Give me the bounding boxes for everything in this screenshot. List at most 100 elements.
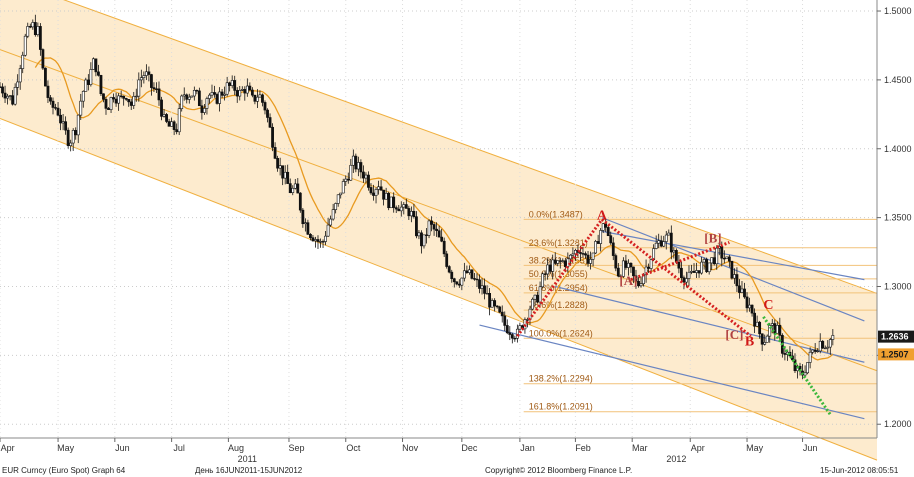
price-bar-body [309,233,312,238]
price-bar-body [278,165,282,169]
price-bar-body [218,91,221,104]
price-bar-body [627,262,630,268]
price-bar-body [692,270,696,273]
x-tick-label: Jan [520,443,535,453]
price-bar-body [738,285,741,293]
price-bar-body [541,273,545,288]
price-bar-body [162,114,166,117]
price-bar-body [488,292,492,308]
price-bar-body [755,321,759,327]
price-bar-body [442,240,446,255]
price-bar-body [649,259,653,269]
price-bar-body [84,79,88,92]
wave-label: [C] [725,327,743,342]
price-bar-body [768,325,772,337]
price-bar-body [435,228,439,232]
price-bar-body [616,267,620,277]
price-bar-body [238,90,242,97]
price-bar-body [137,79,141,97]
price-bar-body [422,234,426,247]
price-bar-body [263,102,267,111]
price-bar-body [38,26,42,50]
wave-label: A [597,208,608,223]
wave-trend-lines [516,218,832,416]
price-bar-body [404,204,408,209]
price-bar-body [589,259,592,264]
price-bar-body [344,178,348,182]
price-bar-body [639,283,643,287]
x-tick-label: May [746,443,764,453]
price-bar-body [8,95,12,97]
price-bar-body [722,257,726,260]
price-bar-body [356,162,360,170]
price-bar-body [687,271,691,279]
price-bar-body [266,109,269,118]
price-bar-body [296,183,300,194]
x-year-label: 2012 [666,454,686,464]
price-bar-body [286,171,290,184]
price-bar-body [61,121,65,124]
price-bar-body [175,129,179,133]
price-bar-body [427,220,431,236]
x-tick-label: Jul [173,443,185,453]
fib-label: 78.6%(1.2828) [529,300,588,310]
channel-line [63,0,878,294]
price-bar-body [362,171,365,179]
price-bar-body [659,240,663,247]
price-bar-body [6,95,9,99]
price-bar-body [758,321,762,335]
price-bar-body [112,97,115,100]
price-bar-body [510,334,514,339]
price-bar-body [813,349,817,352]
x-tick-label: Aug [228,443,244,453]
price-bar-body [349,164,353,181]
price-bar-body [144,71,148,76]
price-bar-body [495,305,499,308]
price-bar-body [69,142,73,146]
fib-label: 50.0%(1.3055) [529,269,588,279]
red-dotted-line [600,218,752,338]
price-bar-body [669,232,673,253]
price-bar-body [440,236,444,242]
x-tick-label: Oct [346,443,361,453]
price-bar-body [619,275,623,278]
price-boxes: 1.2636 1.2507 [878,330,914,361]
price-bar-body [208,94,211,99]
price-bar-body [44,67,47,87]
price-bar-body [79,100,83,116]
price-bar-body [561,260,565,262]
price-bar-body [379,186,383,191]
price-bar-body [485,292,489,295]
price-bar-body [725,256,729,259]
price-bar-body [500,311,504,317]
price-bar-body [86,79,90,85]
price-bar-body [372,192,375,196]
price-bar-body [230,80,234,86]
price-bar-body [536,294,539,303]
price-bar-body [581,253,585,255]
price-bar-body [808,351,812,363]
price-bar-body [339,192,343,196]
price-bar-body [806,362,809,374]
y-tick-label: 1.4500 [884,75,912,85]
price-bar-body [177,108,181,133]
price-bar-body [409,211,413,217]
price-bar-body [397,208,401,212]
price-bar-body [205,98,209,109]
price-bar-body [695,270,698,273]
price-bar-body [197,90,201,107]
fib-label: 23.6%(1.3281) [529,238,588,248]
price-bar-body [629,262,633,268]
price-bar-body [465,270,469,273]
price-bar-body [760,333,764,345]
price-bar-body [682,277,686,283]
price-bar-body [611,242,615,256]
price-bar-body [604,223,608,228]
price-bar-body [359,162,363,173]
price-bar-body [667,232,671,236]
price-bar-body [134,95,138,98]
y-axis: 1.50001.45001.40001.35001.30001.25001.20… [877,6,912,429]
price-bar-body [697,270,701,274]
wave-label: [A] [619,273,637,288]
price-bar-body [311,237,315,242]
